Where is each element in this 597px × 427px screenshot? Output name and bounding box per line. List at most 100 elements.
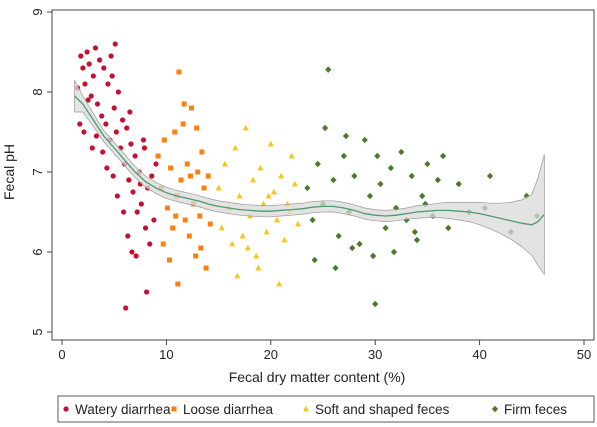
x-tick-label: 10 (159, 347, 173, 362)
data-point (366, 192, 374, 200)
data-point (120, 209, 127, 215)
data-point (374, 152, 381, 160)
data-point (321, 124, 329, 132)
data-point (80, 65, 86, 71)
data-point (133, 253, 139, 259)
legend-label: Soft and shaped feces (315, 402, 450, 417)
data-point (349, 244, 356, 252)
data-point (94, 101, 101, 107)
data-point (164, 205, 170, 211)
data-point (267, 140, 274, 147)
data-point (229, 240, 236, 247)
data-point (239, 232, 246, 239)
data-point (99, 113, 105, 119)
data-point (175, 281, 181, 287)
data-point (215, 184, 222, 191)
data-point (134, 209, 140, 215)
y-tick-label: 8 (30, 88, 45, 95)
data-point (101, 65, 107, 71)
x-tick-label: 30 (368, 347, 382, 362)
data-point (390, 248, 398, 256)
data-point (340, 152, 347, 160)
y-axis-title: Fecal pH (1, 144, 17, 200)
data-point (81, 129, 87, 135)
data-point (170, 225, 176, 231)
data-point (187, 173, 193, 179)
data-point (167, 257, 173, 263)
data-point (109, 73, 115, 79)
data-point (236, 192, 243, 199)
data-point (361, 136, 368, 144)
legend-marker (63, 406, 69, 412)
data-point (201, 185, 207, 191)
data-point (130, 189, 136, 195)
data-point (255, 264, 262, 271)
data-point (124, 125, 130, 131)
data-point (311, 256, 318, 264)
data-point (123, 305, 129, 311)
x-axis-title: Fecal dry matter content (%) (229, 369, 406, 385)
data-point (325, 66, 332, 73)
data-point (194, 125, 200, 131)
data-point (193, 253, 199, 259)
data-point (398, 148, 405, 156)
data-point (115, 89, 121, 95)
data-point (250, 176, 257, 183)
data-point (294, 220, 301, 227)
data-point (309, 216, 316, 224)
data-point (168, 165, 174, 171)
data-point (207, 221, 213, 227)
confidence-band (74, 79, 545, 276)
data-point (304, 184, 311, 192)
data-point (351, 172, 358, 180)
data-point (100, 149, 106, 155)
data-point (141, 145, 148, 151)
legend-entry: Watery diarrhea (63, 402, 171, 417)
data-point (335, 232, 342, 240)
data-point (129, 249, 135, 255)
data-point (356, 240, 363, 248)
data-point (84, 49, 90, 55)
data-point (188, 105, 194, 111)
data-point (180, 121, 186, 127)
data-point (105, 81, 111, 87)
data-point (138, 201, 144, 207)
data-point (197, 213, 203, 219)
legend-label: Loose diarrhea (183, 402, 274, 417)
data-point (411, 228, 418, 236)
x-tick-label: 50 (577, 347, 591, 362)
data-point (161, 137, 167, 143)
data-point (314, 160, 321, 168)
data-point (244, 244, 251, 251)
data-point (234, 272, 241, 279)
data-point (110, 173, 116, 179)
data-point (288, 152, 295, 159)
plot-area (51, 9, 595, 341)
y-tick-label: 9 (30, 8, 45, 15)
data-point (274, 216, 281, 223)
data-point (372, 300, 379, 308)
data-point (88, 93, 94, 99)
data-point (332, 264, 339, 272)
data-point (96, 57, 103, 63)
data-point (184, 161, 190, 167)
data-point (155, 153, 161, 159)
data-point (265, 192, 272, 199)
data-point (126, 177, 132, 183)
data-point (89, 145, 95, 151)
data-point (92, 45, 99, 51)
data-point (85, 97, 91, 103)
data-point (232, 144, 239, 151)
data-point (90, 73, 96, 79)
fit-line (74, 95, 545, 226)
data-point (291, 180, 298, 187)
data-point (108, 53, 114, 59)
data-point (257, 164, 264, 171)
data-point (128, 141, 134, 147)
data-point (140, 137, 147, 143)
data-point (114, 193, 120, 199)
legend-marker (171, 406, 177, 412)
data-point (186, 233, 192, 239)
legend-box (57, 395, 595, 423)
legend-entry: Loose diarrhea (171, 402, 274, 417)
